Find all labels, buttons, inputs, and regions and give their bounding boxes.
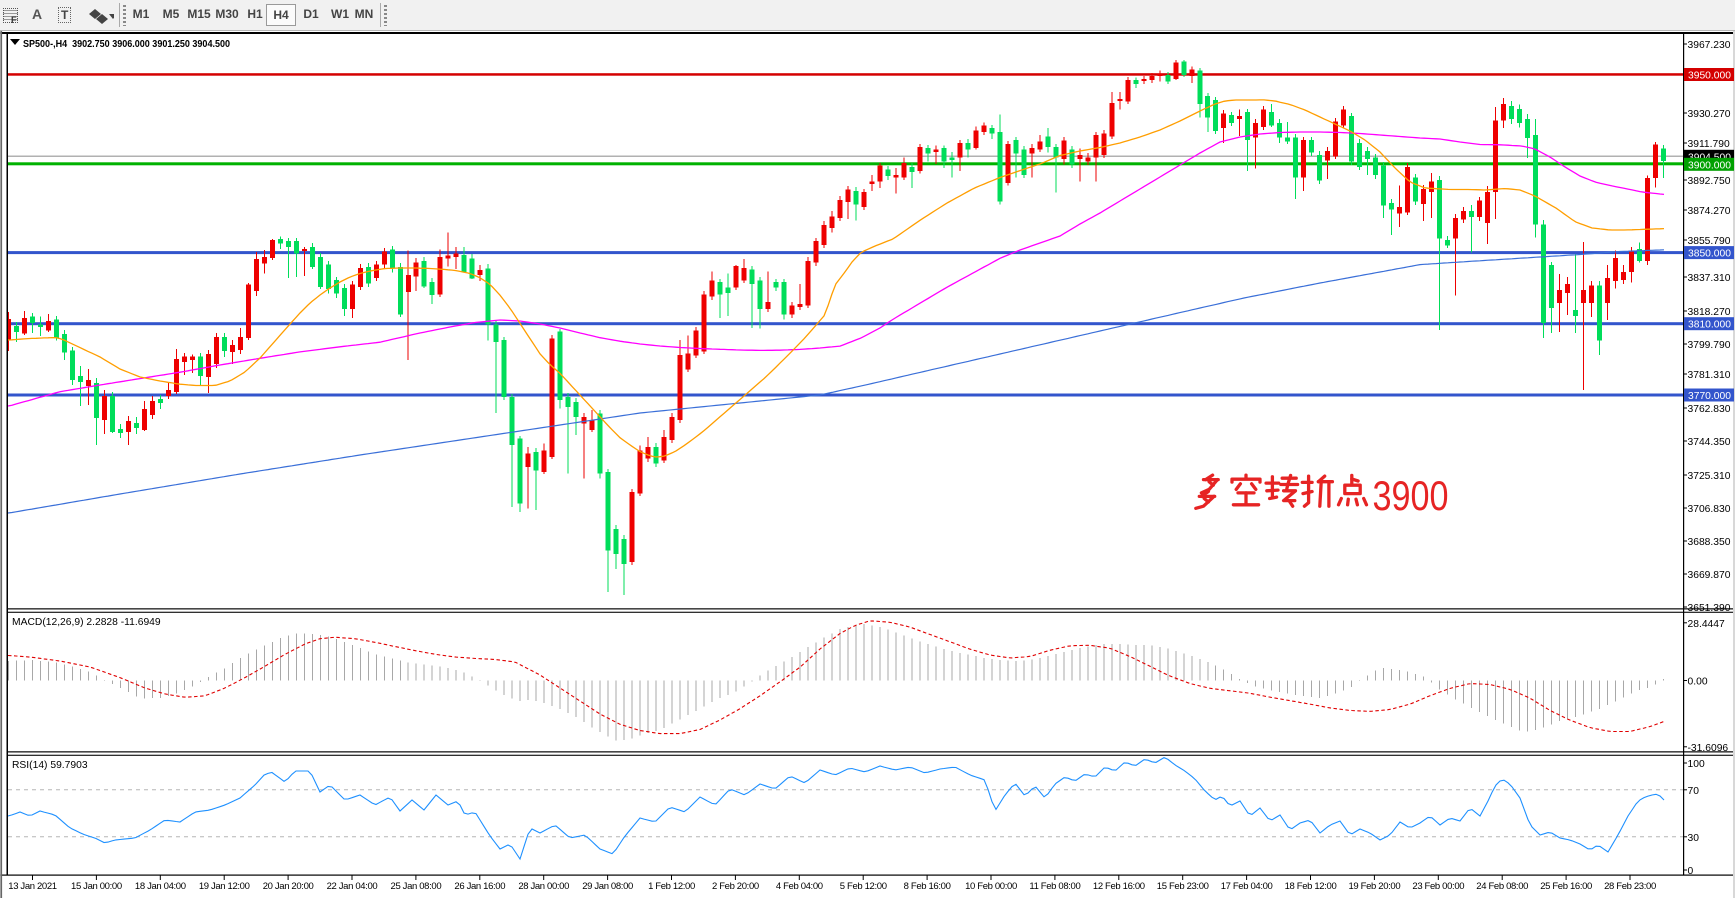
svg-text:3781.310: 3781.310 [1688,370,1731,381]
svg-text:3850.000: 3850.000 [1688,249,1731,260]
svg-text:24 Feb 08:00: 24 Feb 08:00 [1476,881,1528,892]
svg-text:18 Feb 12:00: 18 Feb 12:00 [1285,881,1337,892]
svg-text:12 Feb 16:00: 12 Feb 16:00 [1093,881,1145,892]
svg-text:25 Feb 16:00: 25 Feb 16:00 [1540,881,1592,892]
svg-text:3967.230: 3967.230 [1688,40,1731,51]
svg-text:25 Jan 08:00: 25 Jan 08:00 [391,881,442,892]
svg-text:RSI(14) 59.7903: RSI(14) 59.7903 [12,760,88,771]
svg-text:15 Feb 23:00: 15 Feb 23:00 [1157,881,1209,892]
svg-text:19 Jan 12:00: 19 Jan 12:00 [199,881,250,892]
svg-text:3651.390: 3651.390 [1688,603,1731,614]
svg-text:100: 100 [1688,759,1705,770]
svg-text:28.4447: 28.4447 [1688,619,1725,630]
svg-text:4 Feb 04:00: 4 Feb 04:00 [776,881,823,892]
svg-text:3950.000: 3950.000 [1688,71,1731,82]
svg-text:5 Feb 12:00: 5 Feb 12:00 [840,881,887,892]
svg-text:3810.000: 3810.000 [1688,320,1731,331]
svg-text:3911.790: 3911.790 [1688,139,1730,150]
svg-text:MACD(12,26,9) 2.2828 -11.6949: MACD(12,26,9) 2.2828 -11.6949 [12,617,161,628]
svg-text:30: 30 [1688,833,1700,844]
svg-text:3837.310: 3837.310 [1688,273,1731,284]
svg-text:19 Feb 20:00: 19 Feb 20:00 [1349,881,1401,892]
svg-text:17 Feb 04:00: 17 Feb 04:00 [1221,881,1273,892]
svg-text:23 Feb 00:00: 23 Feb 00:00 [1412,881,1464,892]
svg-text:3874.270: 3874.270 [1688,206,1731,217]
svg-text:3900: 3900 [1373,472,1449,519]
svg-text:22 Jan 04:00: 22 Jan 04:00 [327,881,378,892]
svg-text:28 Jan 00:00: 28 Jan 00:00 [518,881,569,892]
svg-text:3930.270: 3930.270 [1688,109,1731,120]
svg-text:SP500-,H4 3902.750 3906.000 3: SP500-,H4 3902.750 3906.000 3901.250 390… [23,39,230,50]
svg-text:3762.830: 3762.830 [1688,404,1731,415]
svg-text:3725.310: 3725.310 [1688,471,1731,482]
svg-text:18 Jan 04:00: 18 Jan 04:00 [135,881,186,892]
svg-text:1 Feb 12:00: 1 Feb 12:00 [648,881,695,892]
svg-text:11 Feb 08:00: 11 Feb 08:00 [1029,881,1080,892]
svg-text:13 Jan 2021: 13 Jan 2021 [8,881,57,892]
svg-text:3770.000: 3770.000 [1688,391,1731,402]
svg-text:-31.6096: -31.6096 [1688,743,1729,754]
svg-text:3706.830: 3706.830 [1688,504,1731,515]
svg-text:3892.750: 3892.750 [1688,176,1731,187]
svg-text:3900.000: 3900.000 [1688,160,1731,171]
svg-text:8 Feb 16:00: 8 Feb 16:00 [904,881,951,892]
svg-text:28 Feb 23:00: 28 Feb 23:00 [1604,881,1656,892]
svg-text:3855.790: 3855.790 [1688,236,1731,247]
svg-text:29 Jan 08:00: 29 Jan 08:00 [582,881,633,892]
svg-text:3799.790: 3799.790 [1688,340,1731,351]
svg-text:15 Jan 00:00: 15 Jan 00:00 [71,881,122,892]
svg-text:0: 0 [1688,866,1694,877]
svg-text:2 Feb 20:00: 2 Feb 20:00 [712,881,759,892]
svg-text:20 Jan 20:00: 20 Jan 20:00 [263,881,314,892]
svg-text:3744.350: 3744.350 [1688,437,1731,448]
svg-text:26 Jan 16:00: 26 Jan 16:00 [454,881,505,892]
svg-text:3818.270: 3818.270 [1688,307,1731,318]
svg-text:0.00: 0.00 [1688,677,1708,688]
svg-text:3688.350: 3688.350 [1688,537,1731,548]
svg-text:10 Feb 00:00: 10 Feb 00:00 [965,881,1017,892]
svg-text:70: 70 [1688,786,1700,797]
svg-text:3669.870: 3669.870 [1688,570,1731,581]
